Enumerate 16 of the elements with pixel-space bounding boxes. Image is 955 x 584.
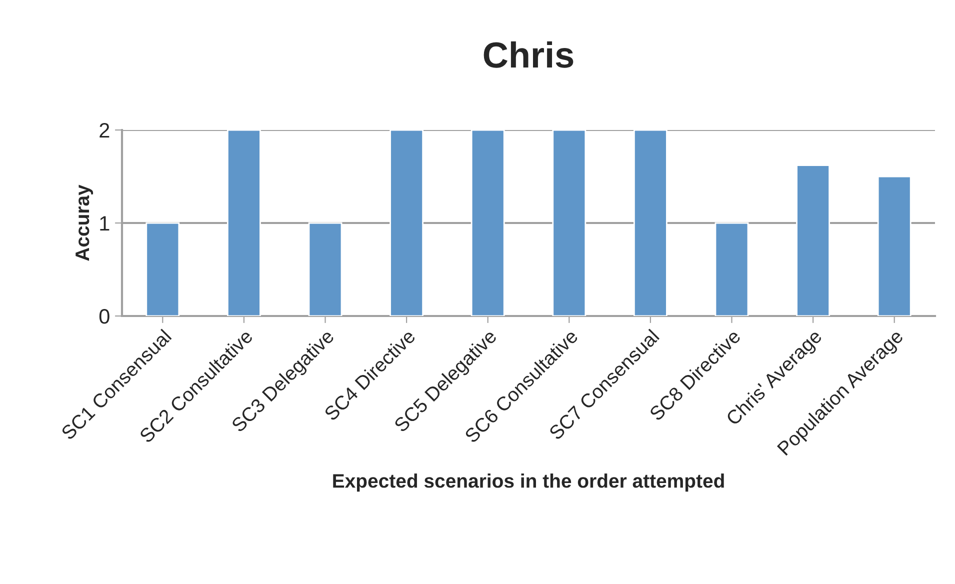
bar bbox=[714, 222, 749, 316]
y-tick-label: 2 bbox=[100, 123, 110, 138]
bar bbox=[308, 222, 342, 316]
bar bbox=[226, 130, 261, 316]
y-tick-label: 0 bbox=[99, 309, 110, 324]
bar bbox=[146, 222, 180, 316]
bar bbox=[552, 130, 586, 316]
bar bbox=[633, 130, 668, 316]
y-tick-label: 1 bbox=[100, 216, 110, 231]
bar bbox=[390, 130, 424, 316]
bar bbox=[877, 176, 912, 316]
x-axis-title: Expected scenarios in the order attempted bbox=[333, 474, 724, 492]
bar bbox=[796, 164, 830, 316]
chart-title: Chris bbox=[484, 41, 574, 68]
y-axis-title: Accuray bbox=[76, 184, 94, 261]
bar bbox=[470, 130, 505, 316]
